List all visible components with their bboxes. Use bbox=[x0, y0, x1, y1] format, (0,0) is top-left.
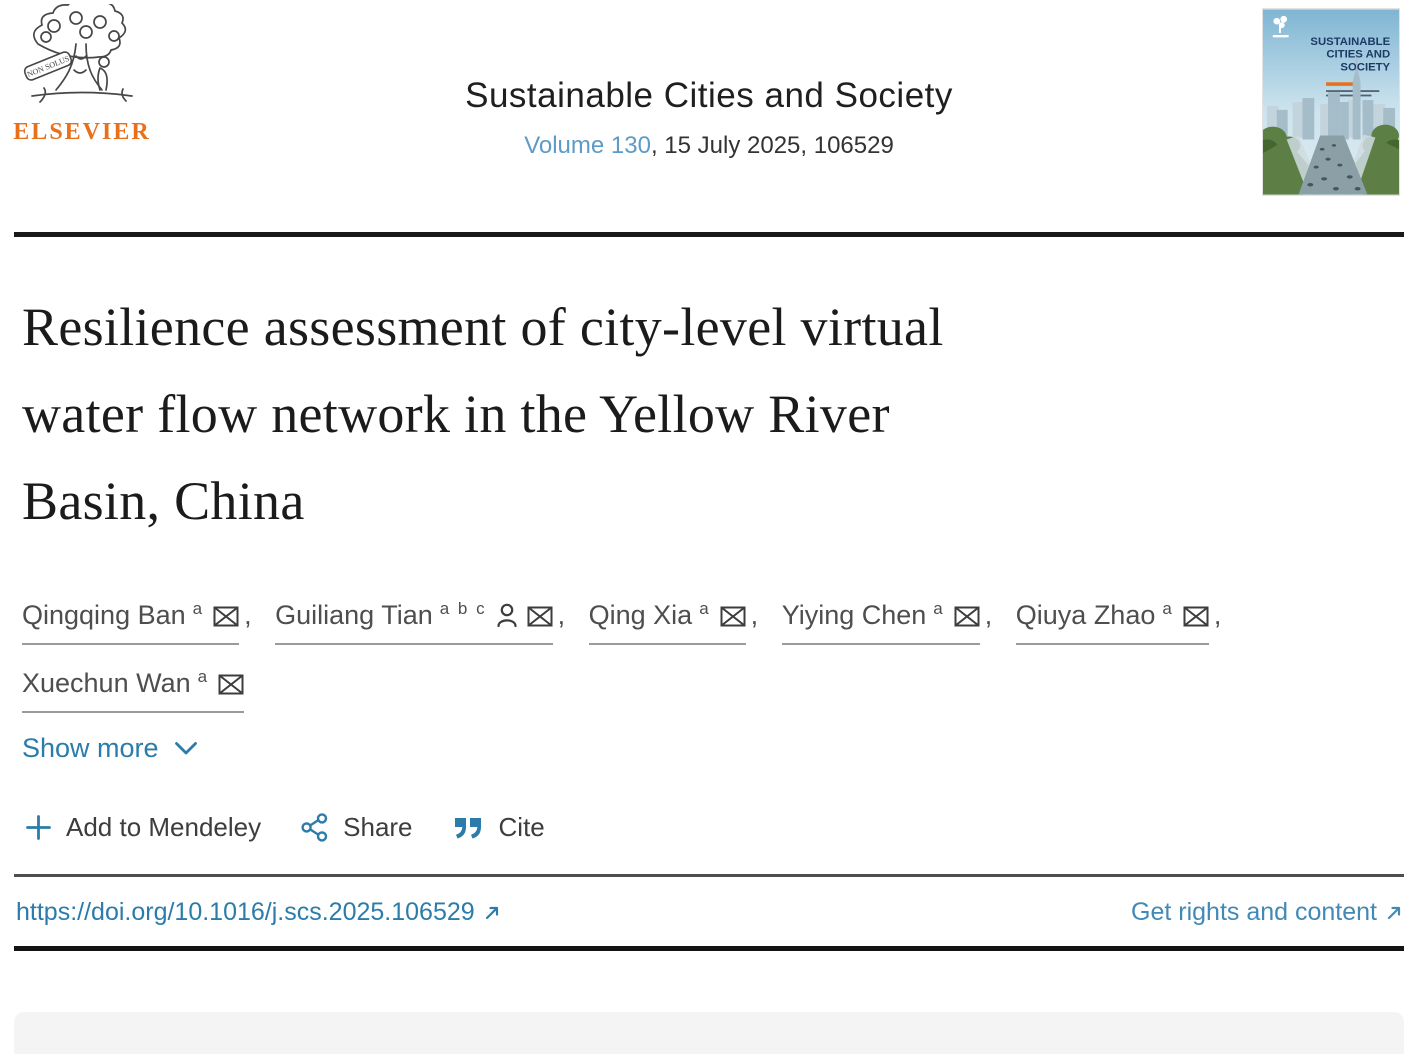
elsevier-logo[interactable]: NON SOLUS ELSEVIER bbox=[12, 0, 152, 146]
envelope-icon bbox=[527, 606, 553, 627]
bottom-divider bbox=[14, 946, 1404, 951]
cite-button[interactable]: Cite bbox=[453, 812, 545, 843]
journal-cover-thumbnail[interactable]: SUSTAINABLE CITIES AND SOCIETY bbox=[1262, 8, 1400, 196]
content-panel bbox=[14, 1012, 1404, 1054]
author-separator: , bbox=[557, 600, 566, 630]
doi-row: https://doi.org/10.1016/j.scs.2025.10652… bbox=[16, 898, 1402, 927]
share-label: Share bbox=[343, 812, 413, 842]
article-title: Resilience assessment of city-level virt… bbox=[22, 284, 1362, 545]
author-name: Qingqing Ban bbox=[22, 600, 186, 630]
cite-label: Cite bbox=[498, 812, 545, 842]
envelope-icon bbox=[218, 674, 244, 695]
author-name: Qiuya Zhao bbox=[1015, 600, 1156, 630]
add-to-mendeley-label: Add to Mendeley bbox=[66, 812, 262, 842]
issue-meta: Volume 130, 15 July 2025, 106529 bbox=[210, 132, 1208, 160]
author-affiliation-sup: a bbox=[197, 667, 210, 686]
show-more-label: Show more bbox=[22, 733, 159, 763]
corresponding-author-person-icon bbox=[496, 603, 517, 628]
author-affiliation-sup: a bbox=[1162, 599, 1174, 618]
article-title-line: Resilience assessment of city-level virt… bbox=[22, 297, 944, 357]
share-icon bbox=[301, 813, 328, 842]
author-affiliation-sup: a bbox=[699, 599, 711, 618]
author-name: Xuechun Wan bbox=[22, 668, 191, 698]
add-to-mendeley-button[interactable]: Add to Mendeley bbox=[26, 812, 261, 843]
author-name: Qing Xia bbox=[588, 600, 693, 630]
cover-title-line1: SUSTAINABLE bbox=[1310, 36, 1390, 48]
author-separator: , bbox=[750, 600, 759, 630]
author-link[interactable]: Guiliang Tian a b c bbox=[275, 588, 553, 645]
author-link[interactable]: Qiuya Zhao a bbox=[1015, 588, 1209, 645]
author-affiliation-sup: a bbox=[192, 599, 205, 618]
author-link[interactable]: Qingqing Ban a bbox=[22, 588, 240, 645]
doi-link[interactable]: https://doi.org/10.1016/j.scs.2025.10652… bbox=[16, 898, 500, 927]
quote-cite-icon bbox=[454, 818, 481, 839]
journal-title-link[interactable]: Sustainable Cities and Society bbox=[465, 76, 953, 115]
action-toolbar: Add to Mendeley Share Cite bbox=[26, 812, 545, 843]
author-separator: , bbox=[1213, 600, 1222, 630]
doi-text: https://doi.org/10.1016/j.scs.2025.10652… bbox=[16, 898, 475, 926]
external-link-icon bbox=[1387, 906, 1401, 919]
author-name: Yiying Chen bbox=[781, 600, 927, 630]
external-link-icon bbox=[485, 906, 498, 919]
envelope-icon bbox=[720, 606, 746, 627]
top-divider bbox=[14, 232, 1404, 237]
author-list: Qingqing Ban a , Guiliang Tian a b c , Qin… bbox=[22, 588, 1387, 724]
issue-date-text: , 15 July 2025, 106529 bbox=[650, 132, 894, 159]
doi-top-divider bbox=[14, 874, 1404, 877]
cover-title-line3: SOCIETY bbox=[1340, 61, 1390, 73]
publisher-wordmark: ELSEVIER bbox=[13, 119, 151, 145]
share-button[interactable]: Share bbox=[301, 812, 413, 843]
journal-cover-image: SUSTAINABLE CITIES AND SOCIETY bbox=[1263, 9, 1399, 195]
envelope-icon bbox=[954, 606, 980, 627]
author-affiliation-sup: a b c bbox=[439, 599, 487, 618]
plus-icon bbox=[26, 815, 51, 840]
author-link[interactable]: Qing Xia a bbox=[588, 588, 746, 645]
cover-publisher-mark bbox=[1272, 15, 1289, 38]
article-title-line: Basin, China bbox=[22, 471, 305, 531]
author-separator: , bbox=[244, 600, 252, 630]
show-more-button[interactable]: Show more bbox=[22, 733, 198, 764]
author-link[interactable]: Xuechun Wan a bbox=[22, 656, 245, 713]
author-name: Guiliang Tian bbox=[275, 600, 433, 630]
chevron-down-icon bbox=[174, 742, 197, 755]
envelope-icon bbox=[213, 606, 239, 627]
get-rights-text: Get rights and content bbox=[1131, 898, 1377, 926]
author-link[interactable]: Yiying Chen a bbox=[781, 588, 980, 645]
author-affiliation-sup: a bbox=[933, 599, 945, 618]
volume-link[interactable]: Volume 130 bbox=[524, 132, 651, 159]
cover-title-line2: CITIES AND bbox=[1326, 49, 1390, 61]
journal-header: Sustainable Cities and Society Volume 13… bbox=[210, 76, 1208, 160]
article-title-line: water flow network in the Yellow River bbox=[22, 384, 890, 444]
envelope-icon bbox=[1183, 606, 1209, 627]
elsevier-tree-icon: NON SOLUS bbox=[23, 0, 133, 103]
author-separator: , bbox=[984, 600, 993, 630]
get-rights-link[interactable]: Get rights and content bbox=[1131, 898, 1402, 927]
